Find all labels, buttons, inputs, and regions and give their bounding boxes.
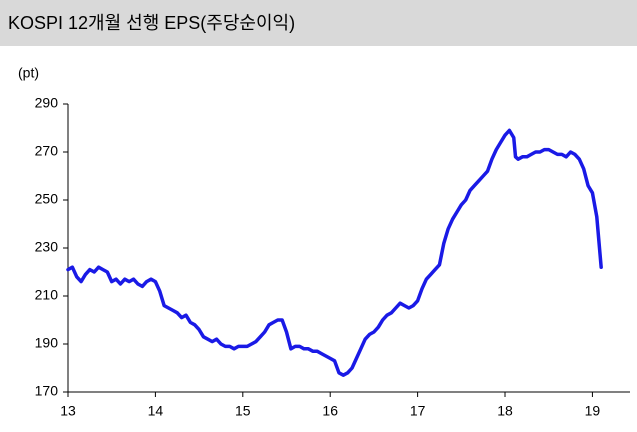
data-line — [66, 128, 603, 377]
x-tick-label: 18 — [497, 403, 513, 419]
x-tick-label: 15 — [235, 403, 251, 419]
title-bar — [0, 0, 637, 46]
y-tick-label: 230 — [35, 239, 59, 255]
chart-title: KOSPI 12개월 선행 EPS(주당순이익) — [8, 13, 295, 33]
x-tick-label: 13 — [60, 403, 76, 419]
y-axis-label: (pt) — [18, 65, 39, 81]
x-tick-label: 14 — [148, 403, 164, 419]
y-tick-label: 270 — [35, 143, 59, 159]
y-tick-label: 190 — [35, 335, 59, 351]
y-tick-label: 250 — [35, 191, 59, 207]
x-tick-label: 17 — [410, 403, 426, 419]
y-tick-label: 170 — [35, 383, 59, 399]
y-tick-label: 210 — [35, 287, 59, 303]
y-tick-label: 290 — [35, 95, 59, 111]
x-tick-label: 16 — [322, 403, 338, 419]
x-tick-label: 19 — [585, 403, 601, 419]
